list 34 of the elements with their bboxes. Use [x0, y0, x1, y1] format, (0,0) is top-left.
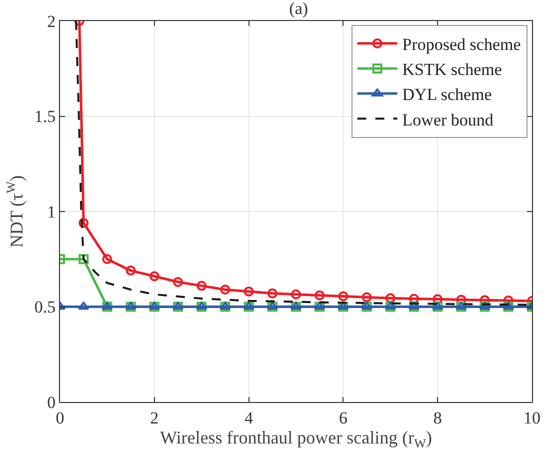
- point: [291, 289, 301, 300]
- x-tick-label: 10: [524, 408, 540, 428]
- y-tick-label: 1: [47, 202, 56, 222]
- y-tick-label: 0.5: [34, 298, 56, 317]
- point: [220, 284, 230, 295]
- point: [503, 295, 514, 306]
- legend-label: KSTK scheme: [402, 60, 502, 80]
- point: [126, 266, 136, 276]
- point: [173, 276, 183, 287]
- legend-label: Proposed scheme: [402, 34, 521, 54]
- point: [267, 288, 278, 298]
- x-axis-title: Wireless fronthaul power scaling (r$_{W}$): [160, 428, 432, 450]
- y-tick-label: 2: [47, 12, 56, 31]
- y-tick-label: 1.5: [34, 107, 56, 126]
- point: [78, 254, 89, 264]
- point: [78, 302, 90, 310]
- x-tick-label: 2: [150, 408, 159, 428]
- point: [149, 271, 160, 282]
- point: [314, 290, 325, 300]
- chart-title: (a): [289, 0, 308, 18]
- x-tick-label: 6: [338, 408, 348, 428]
- point: [362, 292, 372, 302]
- point: [385, 293, 396, 304]
- legend-label: Lower bound: [402, 110, 494, 130]
- point: [244, 286, 254, 297]
- x-tick-label: 8: [433, 408, 442, 428]
- point: [338, 291, 348, 302]
- legend-label: DYL scheme: [402, 85, 492, 104]
- x-tick-label: 4: [244, 408, 254, 428]
- y-tick-label: 0: [47, 392, 56, 412]
- point: [78, 218, 89, 228]
- point: [102, 254, 112, 264]
- point: [456, 294, 466, 305]
- point: [196, 280, 207, 291]
